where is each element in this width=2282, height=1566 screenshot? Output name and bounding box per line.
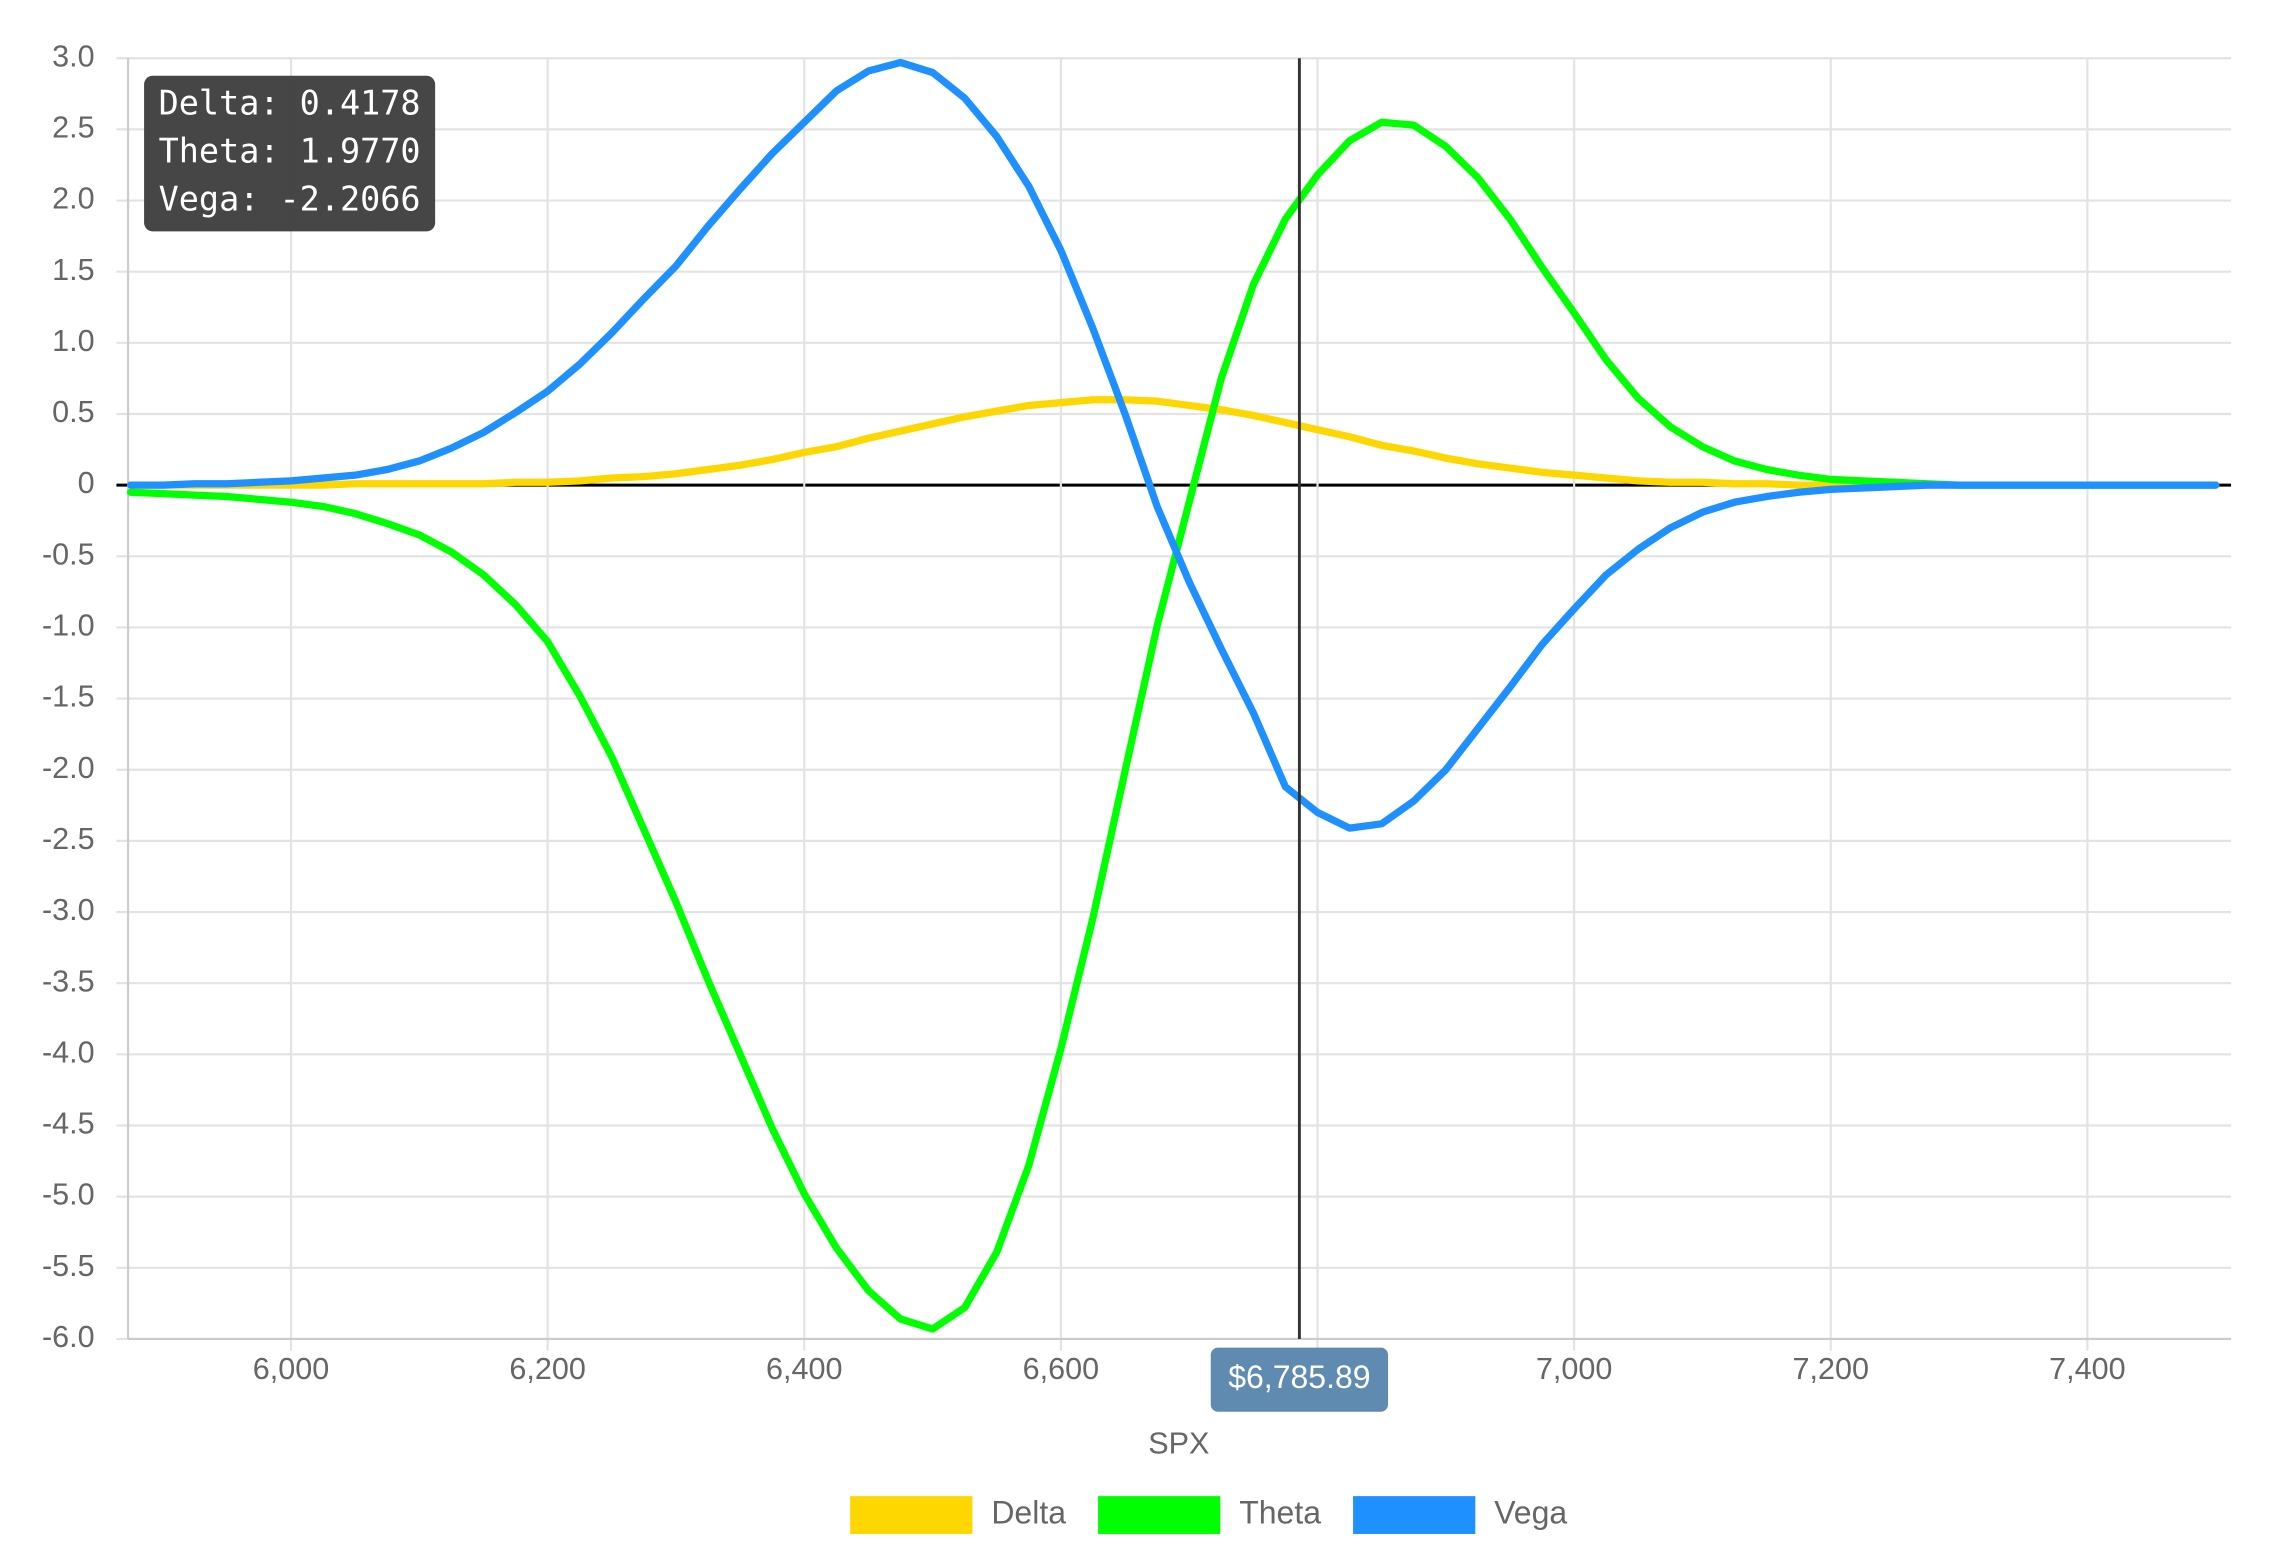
- series-line: [126, 58, 2220, 832]
- tooltip-line: Delta: 0.4178: [159, 83, 421, 122]
- tooltip-line: Theta: 1.9770: [159, 131, 421, 170]
- y-tick-label: -4.0: [42, 1035, 95, 1069]
- y-tick-label: 0: [78, 466, 95, 500]
- y-tick-label: -4.5: [42, 1107, 95, 1141]
- y-tick-label: 2.0: [52, 182, 94, 216]
- y-tick-label: -5.0: [42, 1178, 95, 1212]
- crosshair-label-box: [1210, 1347, 1389, 1412]
- legend-swatch: [1353, 1496, 1476, 1534]
- x-tick-label: 7,400: [2049, 1352, 2125, 1386]
- legend-label: Delta: [991, 1494, 1066, 1530]
- x-tick-label: 6,200: [509, 1352, 585, 1386]
- tooltip-line: Vega: -2.2066: [159, 179, 421, 218]
- x-tick-label: 7,000: [1536, 1352, 1612, 1386]
- y-tick-label: 3.0: [52, 39, 94, 73]
- y-tick-label: 2.5: [52, 110, 94, 144]
- tooltip-box: [144, 75, 436, 232]
- x-tick-label: 6,600: [1023, 1352, 1099, 1386]
- y-tick-label: -6.0: [42, 1320, 95, 1354]
- y-tick-label: -2.5: [42, 822, 95, 856]
- y-tick-label: -2.0: [42, 751, 95, 785]
- legend: Delta Theta Vega: [850, 1494, 1567, 1534]
- y-tick-label: -0.5: [42, 537, 95, 571]
- series-line: [126, 396, 2220, 489]
- y-tick-label: 0.5: [52, 395, 94, 429]
- legend-label: Vega: [1494, 1494, 1567, 1530]
- y-tick-label: -1.5: [42, 680, 95, 714]
- legend-label: Theta: [1239, 1494, 1321, 1530]
- x-tick-label: 7,200: [1793, 1352, 1869, 1386]
- legend-swatch: [1098, 1496, 1221, 1534]
- y-tick-label: 1.5: [52, 253, 94, 287]
- series-line: [126, 118, 2220, 1333]
- legend-swatch: [850, 1496, 973, 1534]
- x-tick-label: 6,400: [766, 1352, 842, 1386]
- y-tick-label: -3.5: [42, 964, 95, 998]
- x-tick-label: 6,000: [253, 1352, 329, 1386]
- x-axis-label: SPX: [1148, 1426, 1209, 1460]
- y-tick-label: -3.0: [42, 893, 95, 927]
- crosshair-label: $6,785.89: [1228, 1359, 1370, 1395]
- grid: [116, 57, 2232, 1351]
- y-tick-label: -1.0: [42, 609, 95, 643]
- y-tick-label: 1.0: [52, 324, 94, 358]
- y-tick-label: -5.5: [42, 1249, 95, 1283]
